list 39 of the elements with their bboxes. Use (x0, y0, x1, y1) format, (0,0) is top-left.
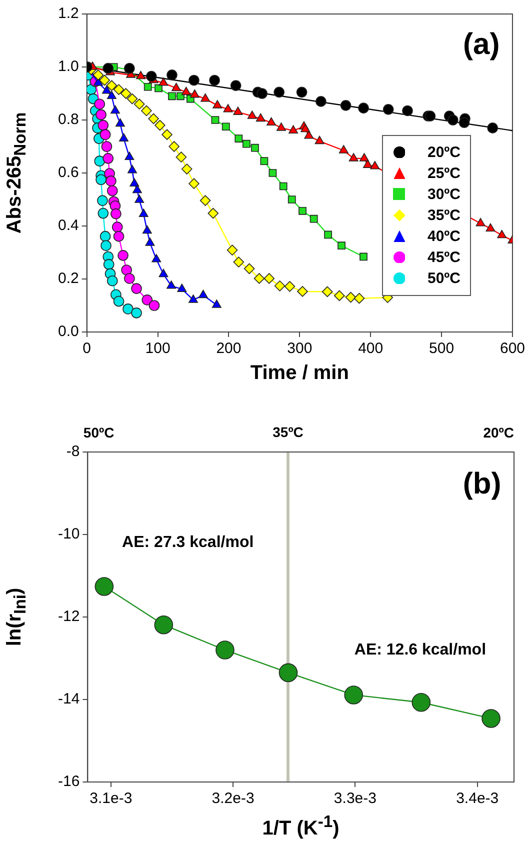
x-tick-label: 500 (429, 340, 454, 358)
x-tick-label: 300 (287, 340, 312, 358)
annotation: (b) (462, 467, 502, 500)
y-tick-label: -8 (66, 443, 80, 460)
legend-label: 30ºC (427, 186, 460, 203)
x-tick-label: 0 (82, 340, 92, 358)
text: 50ºC (83, 424, 114, 441)
y-tick-label: 1.0 (58, 58, 79, 76)
y-tick-label: -12 (58, 608, 80, 626)
x-axis-title: Time / min (249, 362, 350, 385)
y-tick-label: -10 (58, 526, 80, 543)
legend-label: 50ºC (427, 270, 460, 287)
x-tick-label: 3.2e-3 (212, 790, 254, 808)
legend-label: 45ºC (427, 248, 460, 266)
x-tick-label: 200 (216, 340, 242, 358)
y-tick-label: 0.6 (58, 164, 79, 182)
annotation: (a) (463, 28, 500, 62)
legend-label: 40ºC (427, 228, 460, 245)
y-tick-label: 0.8 (58, 111, 79, 128)
text: 20ºC (483, 424, 514, 441)
y-tick-label: -14 (58, 690, 80, 708)
y-tick-label: 0.2 (58, 270, 79, 288)
x-tick-label: 3.4e-3 (456, 790, 499, 808)
x-axis-title: 1/T (K$^{-1}$) (261, 812, 340, 841)
y-tick-label: 0.0 (58, 323, 79, 340)
x-tick-label: 400 (358, 340, 384, 358)
y-tick-label: -16 (58, 773, 80, 790)
y-tick-label: 1.2 (58, 5, 79, 22)
ref-line-label: 35ºC (272, 424, 304, 440)
legend-label: 35ºC (427, 206, 460, 224)
x-tick-label: 600 (500, 340, 525, 358)
annotation: AE: 12.6 kcal/mol (354, 641, 486, 658)
y-tick-label: 0.4 (58, 217, 79, 234)
x-tick-label: 3.3e-3 (334, 790, 376, 808)
x-tick-label: 100 (145, 340, 170, 358)
legend-label: 25ºC (427, 164, 460, 182)
annotation: AE: 27.3 kcal/mol (122, 534, 254, 552)
legend-label: 20ºC (427, 144, 460, 161)
x-tick-label: 3.1e-3 (90, 790, 132, 808)
